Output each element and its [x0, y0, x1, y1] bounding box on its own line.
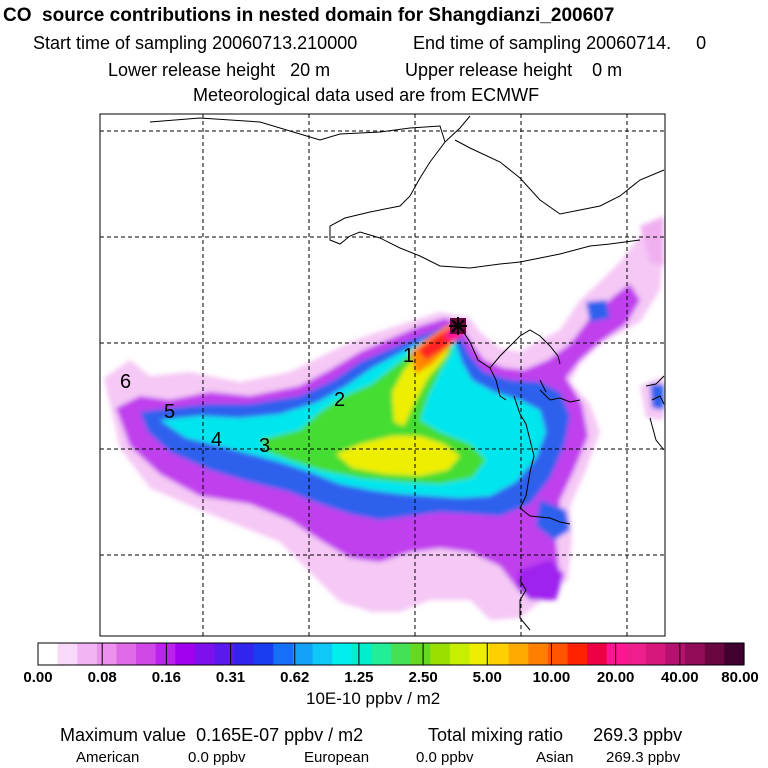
colorbar [38, 643, 745, 665]
concentration-field [104, 216, 664, 620]
colorbar-swatch [528, 643, 549, 665]
colorbar-swatch [194, 643, 216, 665]
colorbar-swatch [332, 643, 353, 665]
colorbar-tick-label: 0.62 [280, 669, 310, 686]
european-value: 0.0 ppbv [416, 749, 474, 766]
colorbar-swatch [724, 643, 745, 665]
trajectory-label-5: 5 [164, 401, 175, 423]
colorbar-swatch [606, 643, 627, 665]
colorbar-tick-label: 5.00 [472, 669, 502, 686]
met-source-text: Meteorological data used are from ECMWF [193, 85, 540, 105]
trajectory-label-6: 6 [120, 371, 131, 393]
colorbar-swatch [253, 643, 274, 665]
max-value-line: Maximum value 0.165E-07 ppbv / m2 [60, 726, 363, 744]
colorbar-units: 10E-10 ppbv / m2 [306, 689, 441, 708]
colorbar-swatch [665, 643, 686, 665]
american-label: American [76, 749, 140, 766]
colorbar-tick-label: 1.25 [344, 669, 374, 686]
colorbar-swatch [155, 643, 176, 665]
star-icon [449, 317, 467, 335]
colorbar-swatch [312, 643, 333, 665]
colorbar-swatch [57, 643, 78, 665]
max-label: Maximum value [60, 725, 187, 745]
colorbar-swatch [508, 643, 529, 665]
colorbar-swatch [626, 643, 647, 665]
trajectory-label-2: 2 [334, 389, 345, 411]
colorbar-tick-label: 80.00 [721, 669, 759, 686]
colorbar-swatch [371, 643, 392, 665]
colorbar-swatch [449, 643, 471, 665]
colorbar-swatch [38, 643, 59, 665]
graticule [100, 114, 665, 636]
colorbar-swatch [587, 643, 608, 665]
lower-release-text: Lower release height 20 m [108, 60, 331, 80]
total-value: 269.3 ppbv [593, 725, 683, 745]
colorbar-swatch [410, 643, 431, 665]
colorbar-swatch [685, 643, 706, 665]
max-value: 0.165E-07 ppbv / m2 [196, 725, 364, 745]
colorbar-swatch [430, 643, 451, 665]
end-time-text: End time of sampling 20060714. 0 [413, 33, 707, 53]
colorbar-swatch [391, 643, 412, 665]
trajectory-label-3: 3 [259, 435, 270, 457]
asian-value: 269.3 ppbv [606, 749, 681, 766]
colorbar-swatch [645, 643, 667, 665]
colorbar-tick-label: 0.00 [23, 669, 53, 686]
trajectory-labels: 1 2 3 4 5 6 [120, 345, 414, 457]
map-frame [99, 113, 666, 637]
colorbar-frame [37, 642, 745, 666]
total-label: Total mixing ratio [428, 725, 564, 745]
colorbar-swatch [351, 643, 372, 665]
coastline-lines [149, 115, 665, 631]
trajectory-label-4: 4 [211, 429, 222, 451]
colorbar-tick-label: 2.50 [408, 669, 438, 686]
colorbar-swatch [175, 643, 196, 665]
colorbar-tick-label: 0.31 [215, 669, 246, 686]
total-mixing-line: Total mixing ratio 269.3 ppbv [428, 726, 682, 744]
colorbar-swatch [96, 643, 118, 665]
colorbar-swatch [292, 643, 314, 665]
colorbar-swatch [489, 643, 510, 665]
start-time-text: Start time of sampling 20060713.210000 [33, 33, 358, 53]
colorbar-tick-label: 10.00 [532, 669, 571, 686]
colorbar-swatch [136, 643, 157, 665]
upper-release-text: Upper release height 0 m [405, 60, 623, 80]
colorbar-tick-label: 20.00 [596, 669, 635, 686]
colorbar-tick-label: 40.00 [661, 669, 699, 686]
colorbar-swatch [567, 643, 588, 665]
european-label: European [304, 749, 370, 766]
asian-label: Asian [536, 749, 574, 766]
colorbar-swatch [214, 643, 235, 665]
colorbar-swatch [547, 643, 569, 665]
colorbar-tick-label: 0.16 [151, 669, 181, 686]
colorbar-swatch [77, 643, 98, 665]
colorbar-swatch [234, 643, 255, 665]
colorbar-swatch [273, 643, 294, 665]
colorbar-swatch [116, 643, 137, 665]
trajectory-label-1: 1 [403, 345, 414, 367]
colorbar-swatch [704, 643, 725, 665]
american-value: 0.0 ppbv [188, 749, 246, 766]
figure-title: CO source contributions in nested domain… [3, 5, 615, 26]
colorbar-tick-label: 0.08 [87, 669, 117, 686]
colorbar-swatch [469, 643, 490, 665]
